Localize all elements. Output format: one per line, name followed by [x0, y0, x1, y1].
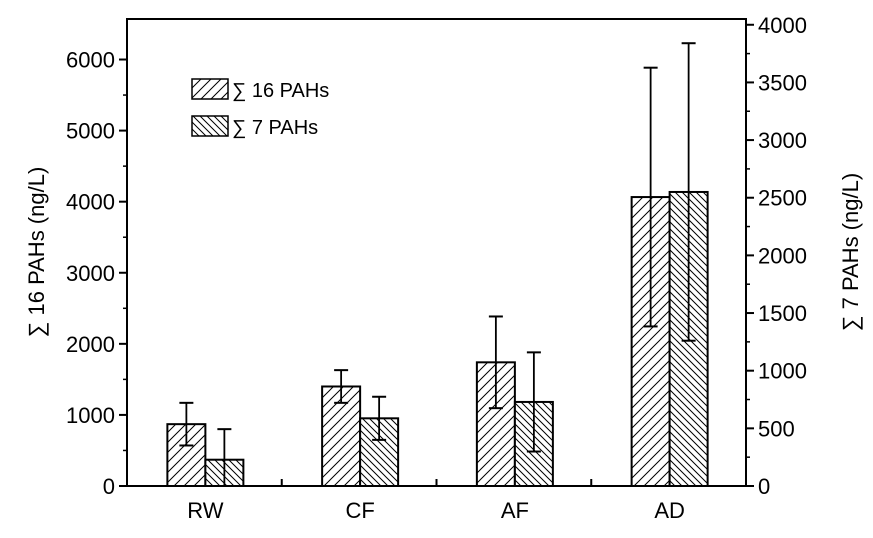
y-tick-label-left: 5000 — [66, 119, 115, 144]
y-tick-label-right: 500 — [758, 416, 795, 441]
y-tick-label-right: 2000 — [758, 243, 807, 268]
y-axis-label-right: ∑ 7 PAHs (ng/L) — [838, 173, 863, 331]
y-tick-label-right: 2500 — [758, 186, 807, 211]
y-tick-label-left: 3000 — [66, 261, 115, 286]
x-tick-label-af: AF — [501, 498, 529, 523]
y-tick-label-left: 2000 — [66, 332, 115, 357]
y-tick-label-left: 0 — [103, 474, 115, 499]
x-tick-label-cf: CF — [345, 498, 374, 523]
legend-swatch-16-pahs — [191, 78, 229, 100]
legend-label-16-pahs: ∑ 16 PAHs — [232, 80, 329, 102]
legend-swatch-7-pahs — [191, 115, 229, 137]
y-tick-label-right: 1000 — [758, 359, 807, 384]
x-tick-label-rw: RW — [187, 498, 223, 523]
y-tick-label-right: 4000 — [758, 13, 807, 38]
y-tick-label-left: 1000 — [66, 403, 115, 428]
y-tick-label-right: 0 — [758, 474, 770, 499]
legend: ∑ 16 PAHs ∑ 7 PAHs — [191, 78, 329, 139]
y-tick-label-right: 1500 — [758, 301, 807, 326]
x-tick-label-ad: AD — [654, 498, 685, 523]
y-tick-label-left: 6000 — [66, 48, 115, 73]
y-tick-label-left: 4000 — [66, 190, 115, 215]
legend-label-7-pahs: ∑ 7 PAHs — [232, 117, 318, 139]
y-tick-label-right: 3500 — [758, 70, 807, 95]
y-tick-label-right: 3000 — [758, 128, 807, 153]
y-axis-label-left: ∑ 16 PAHs (ng/L) — [24, 167, 49, 338]
